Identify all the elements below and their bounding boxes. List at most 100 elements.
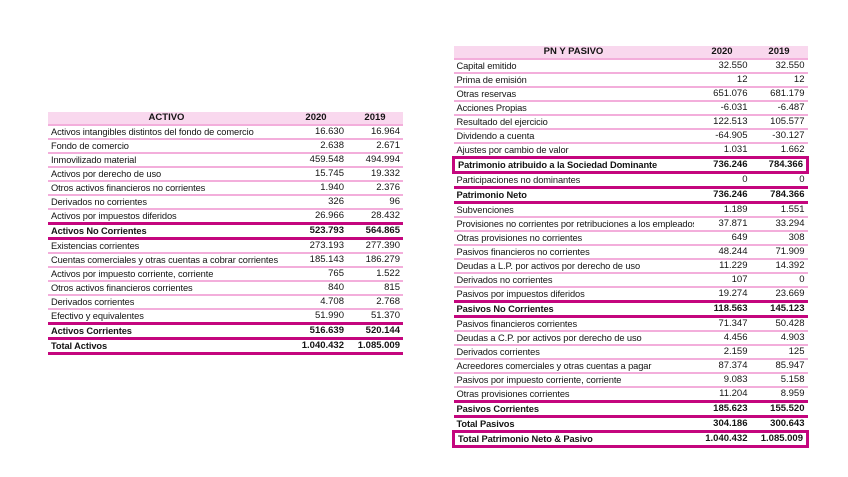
table-row: Otros activos financieros no corrientes 1…: [48, 181, 403, 196]
value-2020: 11.204: [693, 387, 751, 403]
value-2020: 26.966: [285, 209, 347, 225]
value-2020: 4.708: [285, 295, 347, 310]
table-row: Derivados no corrientes 326 96: [48, 195, 403, 210]
value-2020: 1.040.432: [285, 337, 347, 355]
value-2020: -64.905: [693, 129, 751, 144]
value-2020: 12: [693, 73, 751, 88]
row-label: Subvenciones: [453, 202, 694, 218]
value-2019: 96: [347, 195, 403, 210]
activo-header-title: ACTIVO: [48, 112, 285, 126]
value-2019: 23.669: [750, 287, 808, 303]
value-2020: 9.083: [693, 373, 751, 388]
row-label: Total Patrimonio Neto & Pasivo: [452, 430, 694, 448]
value-2020: 15.745: [285, 167, 347, 182]
row-label: Total Activos: [48, 337, 285, 355]
row-label: Activos por impuesto corriente, corrient…: [48, 267, 285, 282]
value-2020: 19.274: [693, 287, 751, 303]
value-2020: 459.548: [285, 153, 347, 168]
value-2020: 122.513: [693, 115, 751, 130]
row-label: Otras provisiones no corrientes: [453, 231, 694, 246]
value-2019: 564.865: [347, 222, 403, 240]
pasivo-header-2020: 2020: [693, 46, 751, 60]
value-2019: 520.144: [347, 322, 403, 340]
value-2020: 304.186: [693, 415, 751, 433]
value-2019: 784.366: [750, 186, 808, 204]
table-row: Pasivos financieros corrientes 71.347 50.4…: [453, 316, 808, 332]
pasivo-table: PN Y PASIVO 2020 2019 Capital emitido 32.…: [452, 46, 809, 448]
table-row: Deudas a L.P. por activos por derecho de…: [453, 259, 808, 274]
table-row: Efectivo y equivalentes 51.990 51.370: [48, 309, 403, 325]
value-2019: 2.768: [347, 295, 403, 310]
value-2019: 2.376: [347, 181, 403, 196]
table-row: Pasivos por impuesto corriente, corrient…: [453, 373, 808, 388]
value-2019: 32.550: [750, 59, 808, 74]
row-label: Pasivos por impuesto corriente, corrient…: [453, 373, 694, 388]
value-2019: 4.903: [750, 331, 808, 346]
value-2019: 125: [750, 345, 808, 360]
value-2019: 145.123: [750, 300, 808, 318]
activo-header-2019: 2019: [347, 112, 403, 126]
row-label: Deudas a L.P. por activos por derecho de…: [453, 259, 694, 274]
value-2020: 11.229: [693, 259, 751, 274]
table-row: Fondo de comercio 2.638 2.671: [48, 139, 403, 154]
value-2020: 32.550: [693, 59, 751, 74]
table-row: Otras provisiones no corrientes 649 308: [453, 231, 808, 246]
row-label: Otros activos financieros no corrientes: [48, 181, 285, 196]
value-2020: 2.159: [693, 345, 751, 360]
table-row: Activos Corrientes 516.639 520.144: [48, 322, 403, 340]
value-2020: 651.076: [693, 87, 751, 102]
value-2019: 50.428: [750, 316, 808, 332]
table-row: Pasivos No Corrientes 118.563 145.123: [453, 300, 808, 318]
row-label: Activos por impuestos diferidos: [48, 209, 285, 225]
value-2019: 0: [750, 172, 808, 189]
row-label: Derivados no corrientes: [453, 273, 694, 288]
row-label: Participaciones no dominantes: [453, 172, 694, 189]
row-label: Derivados no corrientes: [48, 195, 285, 210]
row-label: Activos por derecho de uso: [48, 167, 285, 182]
value-2019: 494.994: [347, 153, 403, 168]
value-2020: 71.347: [693, 316, 751, 332]
value-2020: 16.630: [285, 125, 347, 140]
activo-table: ACTIVO 2020 2019 Activos intangibles dis…: [48, 112, 403, 355]
row-label: Otros activos financieros corrientes: [48, 281, 285, 296]
value-2020: -6.031: [693, 101, 751, 116]
table-row: Activos por impuestos diferidos 26.966 28.…: [48, 209, 403, 225]
table-row: Subvenciones 1.189 1.551: [453, 202, 808, 218]
value-2019: 51.370: [347, 309, 403, 325]
row-label: Acciones Propias: [453, 101, 694, 116]
row-label: Activos No Corrientes: [48, 222, 285, 240]
table-row: Resultado del ejercicio 122.513 105.577: [453, 115, 808, 130]
table-row: Prima de emisión 12 12: [453, 73, 808, 88]
value-2019: 784.366: [750, 156, 809, 174]
table-row: Derivados corrientes 2.159 125: [453, 345, 808, 360]
value-2019: 16.964: [347, 125, 403, 140]
value-2020: 1.040.432: [693, 430, 751, 448]
table-row: Activos por derecho de uso 15.745 19.332: [48, 167, 403, 182]
value-2020: 51.990: [285, 309, 347, 325]
row-label: Inmovilizado material: [48, 153, 285, 168]
table-row: Ajustes por cambio de valor 1.031 1.662: [453, 143, 808, 159]
table-row: Patrimonio Neto 736.246 784.366: [453, 186, 808, 204]
value-2020: 736.246: [693, 156, 751, 174]
value-2020: 4.456: [693, 331, 751, 346]
value-2019: 1.085.009: [347, 337, 403, 355]
value-2020: 37.871: [693, 217, 751, 232]
value-2020: 840: [285, 281, 347, 296]
value-2020: 2.638: [285, 139, 347, 154]
table-row: Activos No Corrientes 523.793 564.865: [48, 222, 403, 240]
value-2020: 1.189: [693, 202, 751, 218]
activo-header-row: ACTIVO 2020 2019: [48, 112, 403, 126]
table-row: Acreedores comerciales y otras cuentas a…: [453, 359, 808, 374]
table-row: Otras reservas 651.076 681.179: [453, 87, 808, 102]
value-2019: 8.959: [750, 387, 808, 403]
value-2020: 736.246: [693, 186, 751, 204]
value-2019: 681.179: [750, 87, 808, 102]
table-row: Activos por impuesto corriente, corrient…: [48, 267, 403, 282]
value-2019: 1.085.009: [750, 430, 809, 448]
value-2019: 85.947: [750, 359, 808, 374]
table-row: Otras provisiones corrientes 11.204 8.959: [453, 387, 808, 403]
value-2019: 1.551: [750, 202, 808, 218]
row-label: Existencias corrientes: [48, 238, 285, 254]
value-2019: -30.127: [750, 129, 808, 144]
value-2019: 308: [750, 231, 808, 246]
